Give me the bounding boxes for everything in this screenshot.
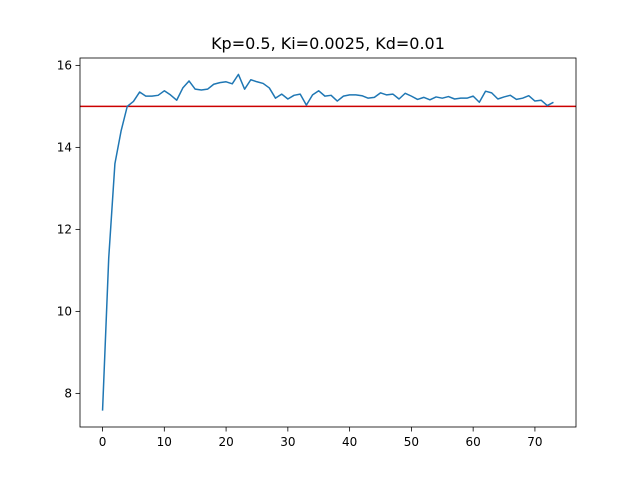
- x-tick-label: 0: [99, 435, 107, 449]
- axes-frame: [79, 57, 577, 428]
- x-tick-label: 10: [157, 435, 172, 449]
- y-tick-label: 12: [57, 222, 72, 236]
- y-tick-label: 14: [57, 140, 72, 154]
- plot-area: 0 10 20 30 40 50 60 70 8 10 12 14 16: [57, 57, 577, 449]
- x-tick-label: 70: [527, 435, 542, 449]
- x-tick-label: 60: [466, 435, 481, 449]
- y-tick-label: 16: [57, 58, 72, 72]
- x-tick-label: 20: [218, 435, 233, 449]
- x-tick-label: 40: [342, 435, 357, 449]
- chart-title: Kp=0.5, Ki=0.0025, Kd=0.01: [211, 34, 445, 53]
- x-tick-label: 30: [280, 435, 295, 449]
- x-tick-label: 50: [404, 435, 419, 449]
- y-tick-label: 8: [64, 386, 72, 400]
- y-tick-label: 10: [57, 304, 72, 318]
- series-line-0: [101, 73, 554, 411]
